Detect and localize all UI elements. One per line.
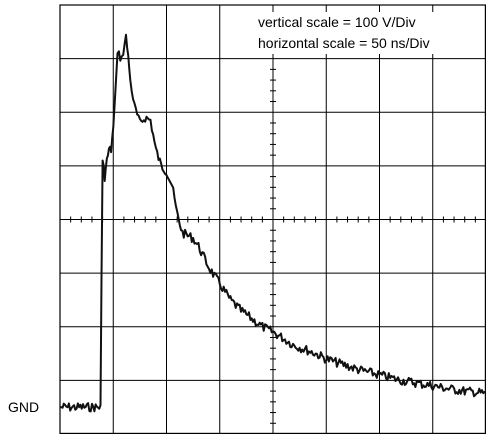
waveform-trace xyxy=(59,33,486,413)
graticule xyxy=(60,5,486,434)
annotation-background xyxy=(254,12,480,54)
plot-frame xyxy=(59,4,486,434)
ground-label: GND xyxy=(8,399,39,415)
horizontal-scale-annotation: horizontal scale = 50 ns/Div xyxy=(258,35,430,51)
vertical-scale-annotation: vertical scale = 100 V/Div xyxy=(258,14,416,30)
